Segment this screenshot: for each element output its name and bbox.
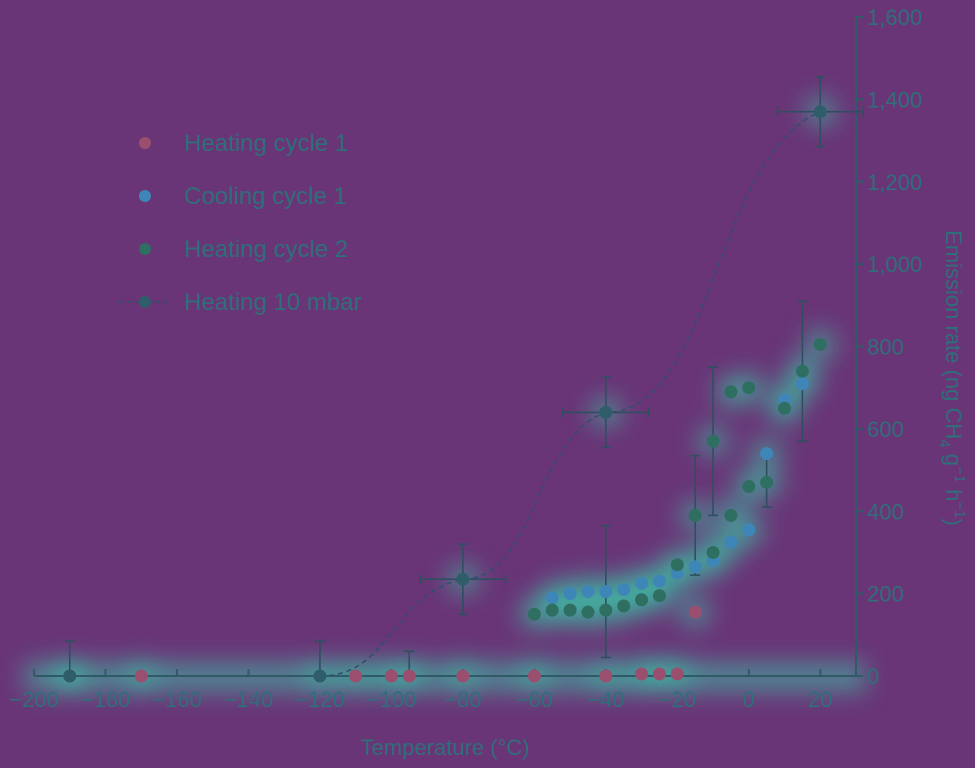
point-heating-cycle-2	[813, 337, 827, 351]
legend: Heating cycle 1 Cooling cycle 1 Heating …	[118, 130, 361, 316]
point-heating-cycle-1	[456, 669, 470, 683]
point-heating-cycle-2	[617, 599, 631, 613]
point-cooling-cycle-1	[563, 587, 577, 601]
point-heating-cycle-2	[670, 558, 684, 572]
point-heating-cycle-2	[706, 545, 720, 559]
point-heating-cycle-1	[688, 605, 702, 619]
highlight-glow	[24, 95, 866, 692]
point-heating-cycle-2	[724, 508, 738, 522]
point-heating-cycle-2	[778, 401, 792, 415]
point-heating-cycle-1	[134, 669, 148, 683]
y-tick-label: 600	[867, 417, 904, 442]
point-cooling-cycle-1	[581, 585, 595, 599]
x-tick-label: −20	[659, 687, 696, 712]
point-heating-cycle-2	[599, 603, 613, 617]
point-heating-cycle-2	[760, 475, 774, 489]
point-heating-cycle-2	[724, 385, 738, 399]
point-heating-cycle-1	[635, 667, 649, 681]
y-tick-label: 1,200	[867, 170, 922, 195]
point-heating-cycle-2	[635, 593, 649, 607]
fit-curve	[319, 111, 821, 677]
legend-item-heating-cycle-1: Heating cycle 1	[139, 130, 348, 157]
x-tick-label: −40	[587, 687, 624, 712]
legend-item-cooling-cycle-1: Cooling cycle 1	[139, 183, 347, 210]
legend-label-heating-10-mbar: Heating 10 mbar	[184, 289, 361, 316]
point-cooling-cycle-1	[545, 591, 559, 605]
point-heating-cycle-2	[742, 480, 756, 494]
legend-marker-heating-cycle-1	[139, 137, 151, 149]
point-heating-cycle-1	[652, 667, 666, 681]
x-tick-label: −160	[152, 687, 202, 712]
point-heating-cycle-2	[581, 605, 595, 619]
point-heating-cycle-1	[384, 669, 398, 683]
y-tick-label: 1,000	[867, 252, 922, 277]
point-heating-cycle-2	[545, 603, 559, 617]
point-cooling-cycle-1	[635, 576, 649, 590]
y-tick-label: 0	[867, 664, 879, 689]
point-heating-10-mbar	[313, 669, 327, 683]
point-heating-cycle-1	[527, 669, 541, 683]
y-tick-label: 800	[867, 335, 904, 360]
legend-item-heating-10-mbar: Heating 10 mbar	[118, 289, 361, 316]
point-cooling-cycle-1	[760, 447, 774, 461]
x-tick-label: −100	[367, 687, 417, 712]
x-tick-label: −120	[295, 687, 345, 712]
point-heating-cycle-2	[563, 603, 577, 617]
point-cooling-cycle-1	[795, 377, 809, 391]
point-heating-cycle-1	[599, 669, 613, 683]
point-heating-10-mbar	[813, 105, 827, 119]
legend-marker-cooling-cycle-1	[139, 190, 151, 202]
point-cooling-cycle-1	[688, 560, 702, 574]
y-tick-label: 200	[867, 582, 904, 607]
legend-item-heating-cycle-2: Heating cycle 2	[139, 236, 348, 263]
point-heating-cycle-2	[527, 607, 541, 621]
point-cooling-cycle-1	[742, 523, 756, 537]
y-tick-label: 1,400	[867, 87, 922, 112]
legend-marker-heating-10-mbar	[139, 296, 151, 308]
y-tick-label: 1,600	[867, 5, 922, 30]
x-tick-label: 20	[808, 687, 832, 712]
x-tick-label: −180	[81, 687, 131, 712]
point-cooling-cycle-1	[599, 585, 613, 599]
point-cooling-cycle-1	[724, 535, 738, 549]
point-heating-cycle-1	[402, 669, 416, 683]
legend-label-cooling-cycle-1: Cooling cycle 1	[184, 183, 347, 210]
point-heating-cycle-2	[795, 364, 809, 378]
point-heating-cycle-1	[670, 667, 684, 681]
point-heating-10-mbar	[456, 572, 470, 586]
x-axis-title: Temperature (°C)	[361, 735, 530, 760]
point-heating-cycle-1	[349, 669, 363, 683]
y-ticks: 0 200 400 600 800 1,000 1,200 1,400 1,600	[856, 5, 922, 689]
point-cooling-cycle-1	[617, 583, 631, 597]
x-tick-label: −80	[444, 687, 481, 712]
point-heating-cycle-2	[706, 434, 720, 448]
legend-label-heating-cycle-2: Heating cycle 2	[184, 236, 348, 263]
x-tick-label: −60	[516, 687, 553, 712]
point-heating-cycle-2	[742, 381, 756, 395]
y-axis-title: Emission rate (ng CH4 g−1 h−1)	[936, 230, 968, 526]
data-points	[63, 105, 827, 683]
legend-label-heating-cycle-1: Heating cycle 1	[184, 130, 348, 157]
point-heating-cycle-2	[652, 589, 666, 603]
legend-marker-heating-cycle-2	[139, 243, 151, 255]
x-ticks: −200 −180 −160 −140 −120 −100 −80 −60 −40 −20 0 20	[9, 669, 833, 712]
x-tick-label: 0	[743, 687, 755, 712]
axes	[34, 17, 857, 677]
x-tick-label: −200	[9, 687, 59, 712]
y-tick-label: 400	[867, 499, 904, 524]
heating-10mbar-fit-line	[319, 111, 821, 677]
x-tick-label: −140	[224, 687, 274, 712]
point-heating-cycle-2	[688, 508, 702, 522]
point-heating-10-mbar	[63, 669, 77, 683]
point-heating-10-mbar	[599, 405, 613, 419]
point-cooling-cycle-1	[652, 574, 666, 588]
